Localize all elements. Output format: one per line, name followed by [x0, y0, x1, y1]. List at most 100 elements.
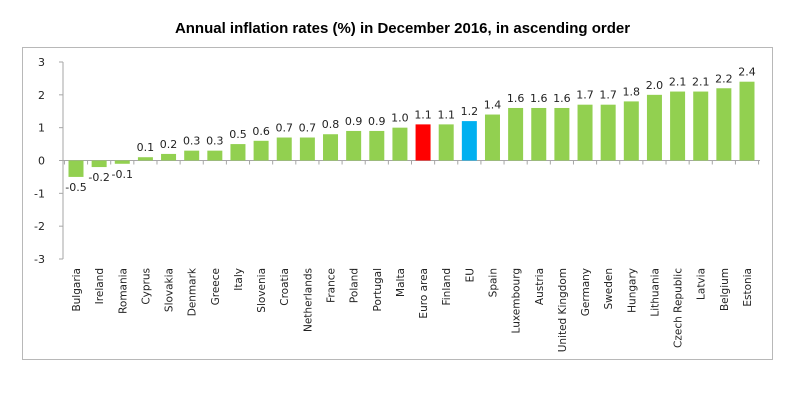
data-label: 0.1: [137, 141, 155, 154]
bar: [438, 124, 454, 161]
category-label: Cyprus: [140, 268, 152, 305]
category-label: Portugal: [372, 268, 384, 312]
category-label: Lithuania: [649, 268, 661, 317]
bar: [577, 104, 593, 161]
category-label: Denmark: [187, 267, 199, 316]
data-label: 0.9: [368, 115, 386, 128]
data-label: 1.2: [461, 105, 479, 118]
bar: [299, 137, 315, 161]
bar: [646, 94, 662, 161]
y-tick-label: 1: [38, 122, 45, 135]
data-label: 1.7: [599, 89, 617, 102]
category-label: Estonia: [742, 268, 754, 307]
bar: [207, 150, 223, 161]
category-label: Germany: [580, 268, 592, 316]
category-label: Romania: [117, 268, 129, 314]
bar: [670, 91, 686, 161]
category-label: United Kingdom: [557, 268, 569, 352]
category-label: Netherlands: [302, 268, 314, 332]
category-label: France: [326, 268, 338, 303]
bar: [137, 157, 153, 161]
category-label: Austria: [534, 268, 546, 305]
data-label: 1.1: [414, 108, 432, 121]
bar: [739, 81, 755, 161]
y-tick-label: 2: [38, 89, 45, 102]
chart-frame: [22, 47, 773, 360]
category-label: Slovenia: [256, 268, 268, 313]
bar: [184, 150, 200, 161]
bar: [600, 104, 616, 161]
bar: [392, 127, 408, 161]
category-label: Slovakia: [164, 268, 176, 312]
category-label: Sweden: [603, 268, 615, 310]
data-label: 0.9: [345, 115, 363, 128]
bar: [554, 107, 570, 161]
data-label: 0.2: [160, 138, 178, 151]
bar: [461, 121, 477, 161]
y-tick-label: -1: [34, 187, 45, 200]
chart-title: Annual inflation rates (%) in December 2…: [174, 20, 631, 37]
category-label: Ireland: [94, 268, 106, 304]
bar: [484, 114, 500, 161]
category-label: Finland: [441, 268, 453, 306]
bar: [68, 160, 84, 177]
category-label: Croatia: [279, 268, 291, 306]
data-label: 2.2: [715, 72, 733, 85]
data-label: 0.6: [252, 125, 270, 138]
data-label: 1.1: [437, 108, 455, 121]
data-label: 1.6: [530, 92, 548, 105]
bar: [276, 137, 292, 161]
category-label: Greece: [210, 268, 222, 305]
data-label: -0.5: [65, 181, 86, 194]
data-label: 0.5: [229, 128, 247, 141]
data-label: 0.3: [183, 135, 201, 148]
category-label: Bulgaria: [71, 268, 83, 312]
category-label: Spain: [487, 268, 499, 297]
bar: [253, 140, 269, 161]
data-label: 2.1: [692, 76, 710, 89]
category-label: Poland: [349, 268, 361, 303]
data-label: 1.7: [576, 89, 594, 102]
category-label: Euro area: [418, 268, 430, 319]
y-tick-label: 3: [38, 56, 45, 69]
category-label: Luxembourg: [511, 268, 523, 333]
category-label: Czech Republic: [673, 268, 685, 348]
data-label: 1.8: [623, 85, 641, 98]
data-label: 2.0: [646, 79, 664, 92]
y-tick-label: 0: [38, 155, 45, 168]
category-label: Malta: [395, 268, 407, 297]
bar: [91, 160, 107, 168]
data-label: -0.1: [112, 168, 133, 181]
bar: [230, 144, 246, 161]
data-label: 2.4: [738, 66, 756, 79]
data-label: 2.1: [669, 76, 687, 89]
bar: [716, 88, 732, 161]
bar: [531, 107, 547, 161]
bar: [161, 153, 177, 161]
y-tick-label: -3: [34, 253, 45, 266]
category-label: Hungary: [626, 268, 638, 313]
bar: [346, 130, 362, 161]
data-label: 1.6: [507, 92, 525, 105]
data-label: -0.2: [88, 171, 109, 184]
bar: [369, 130, 385, 161]
y-tick-label: -2: [34, 220, 45, 233]
bar: [114, 160, 130, 164]
data-label: 0.7: [275, 122, 293, 135]
bar: [693, 91, 709, 161]
data-label: 1.0: [391, 112, 409, 125]
bar: [623, 101, 639, 161]
data-label: 0.3: [206, 135, 224, 148]
bar: [508, 107, 524, 161]
category-label: EU: [464, 268, 476, 282]
data-label: 1.6: [553, 92, 571, 105]
category-label: Belgium: [719, 268, 731, 311]
bar: [323, 134, 339, 161]
category-label: Italy: [233, 268, 245, 291]
bar: [415, 124, 431, 161]
data-label: 0.7: [299, 122, 317, 135]
data-label: 1.4: [484, 99, 502, 112]
data-label: 0.8: [322, 118, 340, 131]
category-label: Latvia: [696, 268, 708, 300]
